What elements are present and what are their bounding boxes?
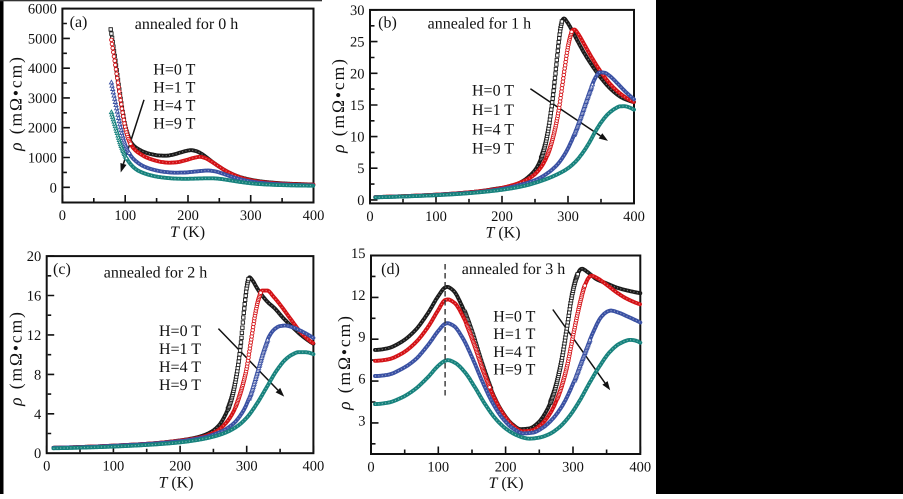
svg-text:300: 300 [240,208,262,224]
svg-text:H=4 T: H=4 T [493,344,535,361]
svg-text:H=1 T: H=1 T [493,326,535,343]
svg-text:(d): (d) [381,261,400,278]
svg-text:5000: 5000 [28,31,57,47]
svg-text:1000: 1000 [28,151,57,167]
svg-text:4000: 4000 [28,61,57,77]
svg-text:H=1 T: H=1 T [159,341,201,358]
svg-text:400: 400 [303,459,325,475]
svg-text:0: 0 [34,446,41,462]
svg-text:100: 100 [103,459,125,475]
svg-text:H=0 T: H=0 T [153,61,195,78]
svg-text:300: 300 [236,459,258,475]
svg-text:H=9 T: H=9 T [153,116,195,133]
svg-text:H=9 T: H=9 T [159,377,201,394]
svg-text:0: 0 [367,460,374,476]
svg-text:H=1 T: H=1 T [153,79,195,96]
svg-text:100: 100 [425,209,447,225]
svg-text:annealed for 3 h: annealed for 3 h [462,261,566,278]
svg-text:12: 12 [27,328,42,344]
svg-text:300: 300 [562,460,584,476]
svg-text:ρ (mΩ•cm): ρ (mΩ•cm) [5,310,25,407]
svg-text:ρ (mΩ•cm): ρ (mΩ•cm) [334,314,354,411]
svg-text:ρ (mΩ•cm): ρ (mΩ•cm) [328,57,348,154]
svg-text:H=9 T: H=9 T [472,141,514,158]
svg-text:4: 4 [34,407,42,423]
svg-text:16: 16 [27,289,42,305]
svg-text:6000: 6000 [28,2,57,18]
svg-text:400: 400 [623,209,645,225]
svg-text:T (K): T (K) [170,224,205,241]
svg-text:12: 12 [351,288,366,304]
svg-text:H=9 T: H=9 T [493,362,535,379]
svg-text:annealed for 1 h: annealed for 1 h [428,16,532,33]
svg-text:9: 9 [358,330,365,346]
svg-text:H=0 T: H=0 T [159,323,201,340]
svg-text:annealed for 0 h: annealed for 0 h [135,16,239,33]
svg-text:0: 0 [50,180,57,196]
svg-text:0: 0 [59,208,66,224]
svg-text:5: 5 [357,161,364,177]
svg-text:200: 200 [169,459,191,475]
svg-text:0: 0 [366,209,373,225]
svg-text:15: 15 [351,246,366,262]
svg-text:30: 30 [350,3,365,19]
svg-text:H=4 T: H=4 T [153,98,195,115]
svg-text:H=4 T: H=4 T [472,121,514,138]
svg-text:400: 400 [629,460,651,476]
svg-text:8: 8 [34,367,41,383]
svg-text:H=4 T: H=4 T [159,359,201,376]
svg-text:annealed for 2 h: annealed for 2 h [104,265,208,282]
svg-text:H=0 T: H=0 T [472,83,514,100]
svg-text:T (K): T (K) [488,475,523,492]
svg-text:6: 6 [358,372,365,388]
svg-text:100: 100 [114,208,136,224]
svg-text:(a): (a) [70,14,88,31]
svg-text:200: 200 [177,208,199,224]
svg-text:20: 20 [350,66,365,82]
svg-text:300: 300 [557,209,579,225]
svg-text:200: 200 [495,460,517,476]
svg-text:T (K): T (K) [158,475,193,492]
svg-text:(b): (b) [378,15,397,32]
svg-text:(c): (c) [53,261,71,278]
svg-text:ρ (mΩ•cm): ρ (mΩ•cm) [6,55,26,152]
svg-text:3: 3 [358,413,365,429]
svg-text:20: 20 [27,249,42,265]
svg-text:25: 25 [350,35,365,51]
svg-text:2000: 2000 [28,121,57,137]
svg-text:10: 10 [350,130,365,146]
svg-text:0: 0 [43,459,50,475]
svg-text:H=0 T: H=0 T [493,308,535,325]
svg-text:3000: 3000 [28,91,57,107]
svg-text:400: 400 [303,208,325,224]
svg-text:0: 0 [357,193,364,209]
svg-text:H=1 T: H=1 T [472,102,514,119]
svg-text:T (K): T (K) [485,225,520,242]
svg-text:200: 200 [491,209,513,225]
svg-text:100: 100 [427,460,449,476]
svg-text:15: 15 [350,98,365,114]
